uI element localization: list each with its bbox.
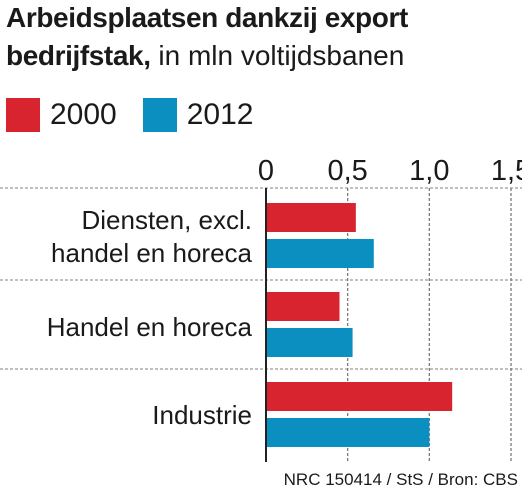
bar-2000-1 (266, 292, 340, 321)
legend-label-2012: 2012 (186, 98, 254, 131)
x-tick-label: 0 (258, 155, 274, 187)
bar-2012-2 (266, 418, 430, 447)
x-tick-label: 1,0 (409, 155, 449, 187)
category-label: handel en horeca (51, 238, 252, 268)
bar-2000-0 (266, 203, 356, 232)
bar-2012-1 (266, 328, 353, 357)
subtitle-bold: bedrijfstak, (6, 40, 151, 71)
legend: 2000 2012 (6, 98, 280, 132)
bar-2000-2 (266, 382, 453, 411)
source-credit: NRC 150414 / StS / Bron: CBS (283, 470, 518, 489)
x-tick-label: 1,5 (491, 155, 522, 187)
x-tick-label: 0,5 (328, 155, 368, 187)
category-label: Industrie (152, 400, 252, 430)
legend-swatch-2000 (6, 98, 40, 132)
legend-swatch-2012 (142, 98, 177, 132)
category-label: Diensten, excl. (81, 205, 252, 235)
legend-label-2000: 2000 (50, 98, 117, 131)
chart-title: Arbeidsplaatsen dankzij export (6, 2, 408, 33)
chart-subtitle: bedrijfstak, in mln voltijdsbanen (6, 40, 404, 72)
subtitle-normal: in mln voltijdsbanen (150, 40, 405, 71)
bar-2012-0 (266, 239, 374, 268)
category-label: Handel en horeca (47, 312, 253, 342)
